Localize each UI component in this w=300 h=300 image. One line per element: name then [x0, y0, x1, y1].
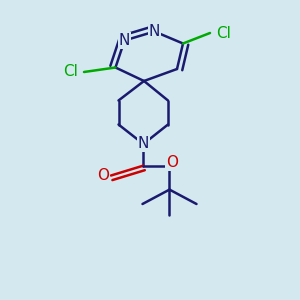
Text: O: O — [166, 155, 178, 170]
Text: O: O — [98, 168, 110, 183]
Text: N: N — [138, 136, 149, 152]
Text: Cl: Cl — [216, 26, 231, 40]
Text: N: N — [119, 33, 130, 48]
Text: Cl: Cl — [63, 64, 78, 80]
Text: N: N — [149, 24, 160, 39]
